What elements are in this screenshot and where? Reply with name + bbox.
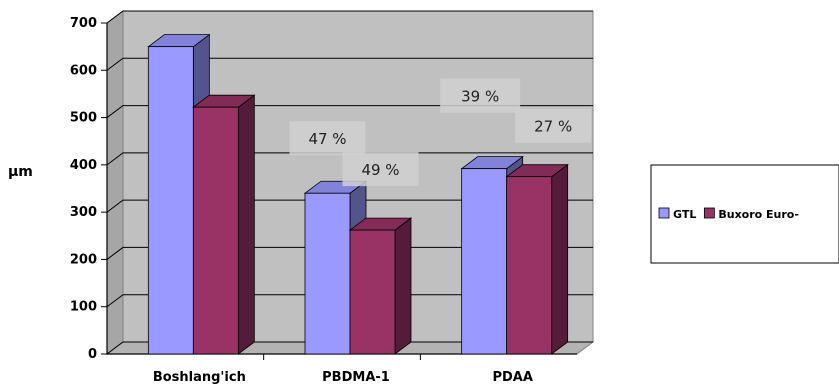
- gridline: [106, 152, 593, 166]
- annotation-box: [515, 108, 592, 143]
- gridline: [106, 294, 593, 308]
- gridline: [106, 341, 593, 355]
- annotation-text: 27 %: [534, 118, 572, 136]
- legend-box: [650, 164, 839, 264]
- legend-label: GTL: [673, 208, 696, 221]
- annotation: 39 %: [440, 78, 521, 113]
- gridline: [106, 57, 593, 71]
- annotation-text: 49 %: [361, 161, 399, 179]
- y-axis-label: µm: [8, 164, 33, 180]
- gridline: [106, 199, 593, 213]
- y-tick-label: 500: [70, 111, 97, 126]
- bar-front: [192, 106, 239, 355]
- gridline: [106, 246, 593, 260]
- x-tick-label: PBDMA-1: [322, 370, 390, 385]
- y-tick-label: 700: [70, 16, 97, 31]
- bar-front: [304, 192, 351, 355]
- legend-label: Buxoro Euro-: [718, 208, 799, 221]
- bar-front: [461, 168, 508, 355]
- y-tick-label: 200: [70, 252, 97, 267]
- gridline: [106, 10, 593, 24]
- annotation-box: [342, 152, 419, 187]
- bars: [147, 33, 569, 355]
- bar-front: [506, 176, 553, 355]
- annotation: 27 %: [515, 108, 592, 143]
- annotation-box: [440, 78, 521, 113]
- bar: [505, 163, 569, 355]
- y-tick-label: 400: [70, 158, 97, 173]
- annotation-text: 47 %: [308, 130, 346, 148]
- bar-front: [147, 46, 194, 355]
- gridline: [106, 105, 593, 118]
- bar-side: [551, 163, 569, 355]
- legend: GTL Buxoro Euro-: [650, 164, 839, 264]
- bar-side: [237, 94, 255, 355]
- bar-side: [394, 217, 412, 355]
- y-tick-label: 100: [70, 300, 97, 315]
- annotation: 47 %: [289, 121, 366, 156]
- annotation-box: [289, 121, 366, 156]
- gridlines: [106, 10, 593, 355]
- bar-front: [349, 229, 396, 355]
- annotation-text: 39 %: [461, 88, 499, 106]
- legend-swatch: [658, 207, 670, 219]
- x-tick-label: Boshlang'ich: [153, 370, 246, 385]
- y-tick-label: 600: [70, 63, 97, 78]
- annotations: 47 % 49 % 39 % 27 %: [289, 78, 592, 187]
- annotation: 49 %: [342, 152, 419, 187]
- y-tick-label: 0: [88, 347, 97, 362]
- y-tick-label: 300: [70, 205, 97, 220]
- x-axis-categories: Boshlang'ich PBDMA-1 PDAA: [153, 370, 533, 385]
- bar: [192, 94, 256, 355]
- bar: [348, 217, 413, 355]
- x-tick-label: PDAA: [492, 370, 532, 385]
- legend-swatch: [703, 207, 715, 219]
- side-wall: [106, 10, 124, 355]
